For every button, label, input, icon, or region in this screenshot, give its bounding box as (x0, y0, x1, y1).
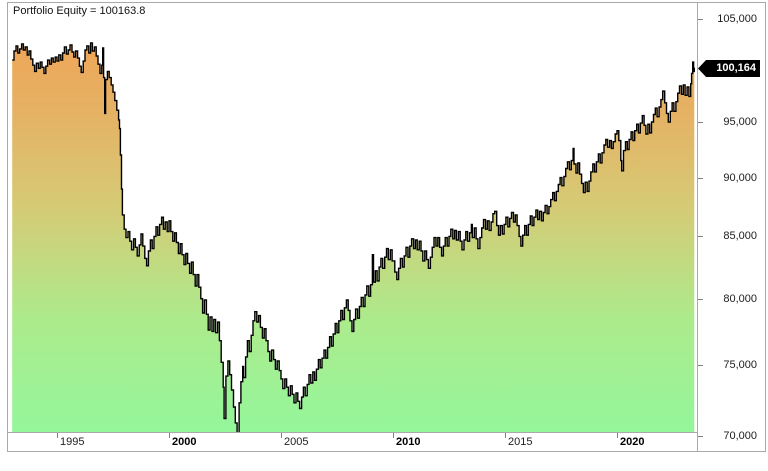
y-axis-label: 90,000 (723, 172, 757, 184)
badge-value: 100,164 (716, 62, 756, 74)
x-axis-label: 2010 (396, 436, 421, 448)
x-axis-label: 2005 (284, 436, 309, 448)
x-axis-tick (617, 433, 618, 438)
y-axis-tick (698, 436, 703, 437)
chart-title-label: Portfolio Equity = 100163.8 (13, 5, 146, 17)
y-axis-tick (698, 178, 703, 179)
y-axis-label: 70,000 (723, 430, 757, 442)
x-axis-tick (393, 433, 394, 438)
x-axis-tick (505, 433, 506, 438)
x-axis-label: 1995 (60, 436, 85, 448)
x-axis-label: 2020 (620, 436, 645, 448)
x-axis-tick (169, 433, 170, 438)
y-axis-label: 105,000 (717, 13, 757, 25)
y-axis-label: 95,000 (723, 116, 757, 128)
x-axis-label: 2000 (172, 436, 197, 448)
current-value-badge: 100,164 (698, 60, 760, 77)
y-axis-tick (698, 365, 703, 366)
y-axis-tick (698, 122, 703, 123)
equity-curve (12, 42, 695, 432)
x-axis-tick (57, 433, 58, 438)
equity-line (12, 42, 695, 432)
plot-area: Portfolio Equity = 100163.8 (7, 2, 698, 433)
y-axis-label: 80,000 (723, 293, 757, 305)
x-axis-label: 2015 (508, 436, 533, 448)
y-axis-tick (698, 19, 703, 20)
equity-area-fill (12, 42, 695, 432)
y-axis: 100,164 105,000 95,000 90,000 85,000 80,000 7… (697, 2, 766, 452)
y-axis-tick (698, 236, 703, 237)
x-axis: 1995 2000 2005 2010 2015 2020 (7, 432, 698, 452)
x-axis-tick (281, 433, 282, 438)
y-axis-tick (698, 299, 703, 300)
y-axis-label: 85,000 (723, 230, 757, 242)
y-axis-label: 75,000 (723, 359, 757, 371)
